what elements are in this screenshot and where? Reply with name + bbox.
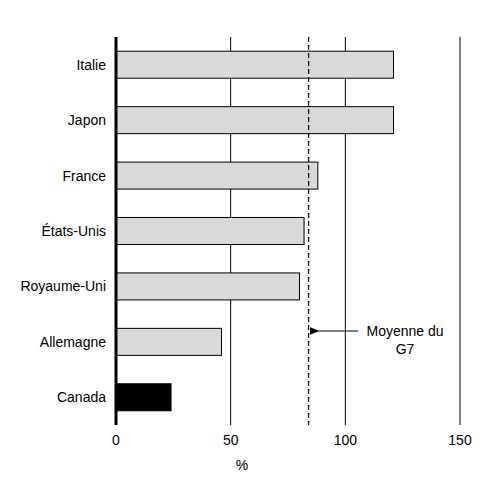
x-axis-label: % [236,457,248,473]
category-label: Allemagne [40,334,106,350]
bar [116,328,221,355]
tick-label: 0 [112,432,120,448]
bar [116,273,299,300]
tick-label: 50 [223,432,239,448]
category-label: France [62,168,106,184]
category-label: Royaume-Uni [20,278,106,294]
y-axis [115,37,118,425]
tick-label: 150 [448,432,472,448]
chart-svg: 0 50 100 150 Italie Japon France États-Unis Roya… [0,0,485,485]
tick-label: 100 [334,432,358,448]
bar [116,218,304,245]
annotation-label: Moyenne du G7 [366,323,443,357]
grid-line [345,37,346,425]
annotation-line: G7 [396,341,415,357]
grid-line [116,37,117,425]
category-label: Italie [76,57,106,73]
bars [116,37,393,425]
grid-line [460,37,461,425]
bar [116,162,318,189]
category-label: États-Unis [41,223,106,239]
category-label: Canada [57,389,106,405]
bar [116,107,393,134]
average-line [308,37,309,425]
annotation-line: Moyenne du [366,323,443,339]
bar [116,51,393,78]
category-label: Japon [68,112,106,128]
chart-container: 0 50 100 150 Italie Japon France États-Unis Roya… [0,0,485,485]
annotation-arrow [319,330,358,331]
bar [116,384,171,411]
